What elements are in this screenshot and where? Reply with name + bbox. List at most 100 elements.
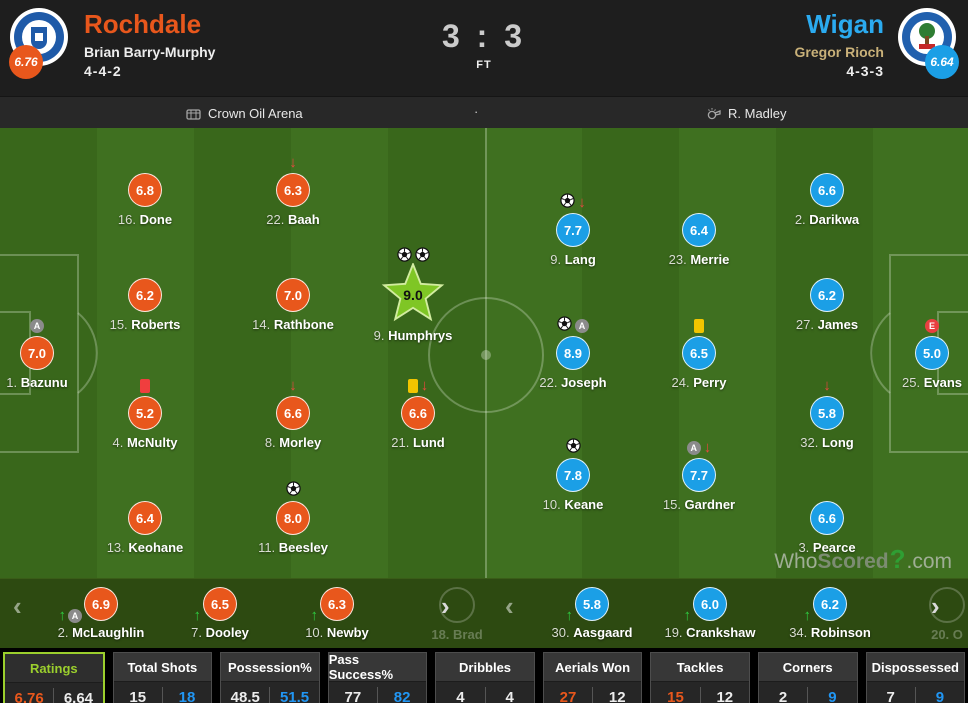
carousel-prev-home-icon[interactable]: ‹ bbox=[13, 591, 22, 621]
away-team-crest[interactable]: 6.64 bbox=[897, 7, 959, 87]
player-marker[interactable]: ↓ 7.7 9. Lang bbox=[525, 193, 621, 267]
player-surname: Darikwa bbox=[809, 212, 860, 227]
player-marker[interactable]: 7.0 14. Rathbone bbox=[245, 278, 341, 332]
substitute-player[interactable]: 6.0 ↑ 19. Crankshaw bbox=[655, 587, 765, 640]
assist-badge: A bbox=[575, 319, 589, 333]
stat-divider bbox=[376, 687, 378, 703]
stat-tab-aerials-won[interactable]: Aerials Won 27 12 bbox=[542, 652, 643, 703]
carousel-prev-away-icon[interactable]: ‹ bbox=[505, 591, 514, 621]
faded-player-name: 18. Brad bbox=[431, 627, 483, 642]
stat-tab-corners[interactable]: Corners 2 9 bbox=[757, 652, 858, 703]
stat-tab-tackles[interactable]: Tackles 15 12 bbox=[650, 652, 750, 703]
stat-tab-possession-[interactable]: Possession% 48.5 51.5 bbox=[220, 652, 320, 703]
away-team-block: Wigan Gregor Rioch 4-3-3 bbox=[795, 10, 884, 79]
stat-tab-dribbles[interactable]: Dribbles 4 4 bbox=[435, 652, 535, 703]
whistle-icon bbox=[706, 107, 721, 120]
player-name: 7. Dooley bbox=[165, 625, 275, 640]
stat-home-value: 7 bbox=[886, 688, 895, 703]
substitute-badges: ↑ bbox=[311, 608, 319, 623]
substitute-player[interactable]: 6.3 ↑ 10. Newby bbox=[282, 587, 392, 640]
stat-values: 48.5 51.5 bbox=[221, 682, 319, 703]
player-marker[interactable]: 7.8 10. Keane bbox=[525, 438, 621, 512]
player-rating: 6.3 bbox=[276, 173, 310, 207]
player-rating: 8.9 bbox=[556, 336, 590, 370]
player-number: 8. bbox=[264, 435, 280, 450]
stat-tab-pass-success-[interactable]: Pass Success% 77 82 bbox=[327, 652, 428, 703]
player-marker[interactable]: ↓ 5.8 32. Long bbox=[779, 378, 875, 450]
substitute-player[interactable]: 6.5 ↑ 7. Dooley bbox=[165, 587, 275, 640]
home-team-name[interactable]: Rochdale bbox=[84, 9, 202, 39]
player-marker[interactable]: ↓ 6.6 21. Lund bbox=[370, 378, 466, 450]
stat-label: Corners bbox=[758, 653, 857, 682]
player-number: 32. bbox=[800, 435, 822, 450]
player-number: 9. bbox=[373, 328, 389, 343]
player-marker[interactable]: 6.4 23. Merrie bbox=[651, 213, 747, 267]
player-marker[interactable]: 8.0 11. Beesley bbox=[245, 481, 341, 555]
stat-home-value: 27 bbox=[559, 688, 577, 703]
player-number: 22. bbox=[539, 375, 562, 390]
player-surname: Bazunu bbox=[20, 375, 68, 390]
player-marker[interactable]: 6.5 24. Perry bbox=[651, 319, 747, 390]
substitute-badges: ↑ A bbox=[59, 608, 82, 623]
player-surname: Gardner bbox=[684, 497, 736, 512]
player-name: 21. Lund bbox=[370, 435, 466, 450]
player-rating: 8.0 bbox=[276, 501, 310, 535]
substitute-player[interactable]: 6.2 ↑ 34. Robinson bbox=[775, 587, 885, 640]
stat-divider bbox=[699, 687, 701, 703]
player-marker[interactable]: E 5.0 25. Evans bbox=[884, 319, 968, 390]
substitute-player[interactable]: 6.9 ↑ A 2. McLaughlin bbox=[46, 587, 156, 640]
away-team-formation: 4-3-3 bbox=[846, 63, 884, 79]
player-rating: 6.2 bbox=[813, 587, 847, 621]
player-number: 25. bbox=[902, 375, 924, 390]
player-rating: 5.2 bbox=[128, 396, 162, 430]
carousel-next-away-icon[interactable]: › bbox=[931, 591, 940, 621]
player-marker[interactable]: A 8.9 22. Joseph bbox=[525, 316, 621, 390]
player-marker[interactable]: 6.4 13. Keohane bbox=[97, 501, 193, 555]
player-marker[interactable]: 6.2 15. Roberts bbox=[97, 278, 193, 332]
player-marker[interactable]: 9.0 9. Humphrys bbox=[365, 247, 461, 343]
stat-home-value: 6.76 bbox=[14, 689, 44, 703]
player-marker[interactable]: 6.8 16. Done bbox=[97, 173, 193, 227]
player-number: 4. bbox=[112, 435, 127, 450]
sub-off-arrow-icon: ↓ bbox=[703, 439, 712, 456]
player-badges bbox=[651, 318, 747, 334]
player-number: 30. bbox=[551, 625, 574, 640]
player-rating: 6.0 bbox=[693, 587, 727, 621]
player-number: 11. bbox=[258, 540, 279, 555]
away-team-name[interactable]: Wigan bbox=[806, 9, 884, 39]
player-marker[interactable]: ↓ 6.3 22. Baah bbox=[245, 155, 341, 227]
stat-label: Dispossessed bbox=[866, 653, 965, 682]
player-rating: 6.8 bbox=[128, 173, 162, 207]
player-rating: 6.6 bbox=[401, 396, 435, 430]
player-rating: 6.9 bbox=[84, 587, 118, 621]
next-substitute-home: 18. Brad bbox=[402, 587, 512, 642]
player-marker[interactable]: 6.6 2. Darikwa bbox=[779, 173, 875, 227]
player-surname: McNulty bbox=[126, 435, 178, 450]
stat-tab-total-shots[interactable]: Total Shots 15 18 bbox=[112, 652, 213, 703]
player-marker[interactable]: 6.2 27. James bbox=[779, 278, 875, 332]
player-badges: A ↓ bbox=[651, 440, 747, 456]
stat-tab-ratings[interactable]: Ratings 6.76 6.64 bbox=[3, 652, 105, 703]
player-badges: ↓ bbox=[245, 155, 341, 171]
stat-away-value: 9 bbox=[828, 688, 837, 703]
stat-label: Tackles bbox=[651, 653, 749, 682]
substitute-badges: ↑ bbox=[804, 608, 812, 623]
home-team-crest[interactable]: 6.76 bbox=[9, 7, 71, 87]
player-surname: Lund bbox=[412, 435, 445, 450]
player-marker[interactable]: A 7.0 1. Bazunu bbox=[0, 319, 85, 390]
player-marker[interactable]: ↓ 6.6 8. Morley bbox=[245, 378, 341, 450]
carousel-next-home-icon[interactable]: › bbox=[441, 591, 450, 621]
substitute-player[interactable]: 5.8 ↑ 30. Aasgaard bbox=[537, 587, 647, 640]
player-marker[interactable]: 6.6 3. Pearce bbox=[779, 501, 875, 555]
player-name: 14. Rathbone bbox=[245, 317, 341, 332]
stat-tab-dispossessed[interactable]: Dispossessed 7 9 bbox=[865, 652, 966, 703]
stat-home-value: 15 bbox=[129, 688, 147, 703]
player-marker[interactable]: A ↓ 7.7 15. Gardner bbox=[651, 440, 747, 512]
player-surname: Morley bbox=[279, 435, 322, 450]
stat-values: 6.76 6.64 bbox=[5, 683, 103, 703]
player-surname: Roberts bbox=[131, 317, 181, 332]
player-marker[interactable]: 5.2 4. McNulty bbox=[97, 379, 193, 450]
sub-off-arrow-icon: ↓ bbox=[578, 194, 586, 211]
